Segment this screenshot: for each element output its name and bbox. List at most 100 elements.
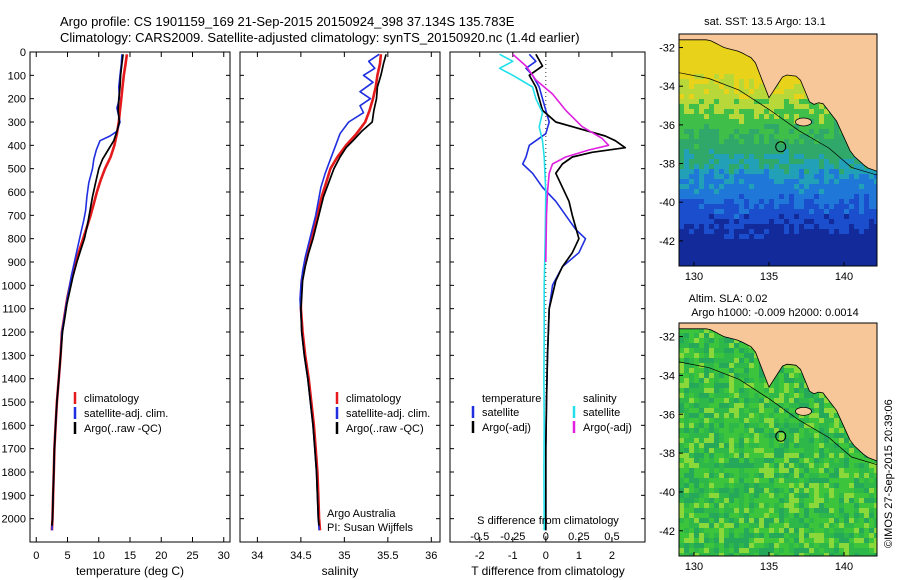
map-cell [749, 219, 755, 225]
map-cell [824, 428, 830, 434]
map-cell [714, 209, 720, 215]
map-cell [694, 418, 700, 424]
map-cell [779, 209, 785, 215]
map-cell [869, 553, 875, 556]
map-cell [769, 209, 775, 215]
map-cell [744, 244, 750, 250]
map-cell [739, 59, 745, 65]
map-cell [729, 219, 735, 225]
map-cell [829, 408, 835, 414]
map-cell [689, 64, 695, 70]
map-cell [709, 353, 715, 359]
map-cell [709, 458, 715, 464]
map-cell [734, 134, 740, 140]
map-cell [679, 259, 685, 265]
map-cell [709, 254, 715, 260]
map-cell [864, 478, 870, 484]
map-cell [759, 254, 765, 260]
map-cell [724, 388, 730, 394]
map-cell [694, 488, 700, 494]
map-cell [794, 553, 800, 556]
map-cell [689, 254, 695, 260]
map-cell [734, 184, 740, 190]
map-cell [749, 453, 755, 459]
map-cell [759, 134, 765, 140]
map-cell [704, 74, 710, 80]
map-cell [849, 244, 855, 250]
map-cell [849, 498, 855, 504]
map-cell [784, 254, 790, 260]
map-cell [729, 49, 735, 55]
map-cell [809, 498, 815, 504]
map-cell [699, 54, 705, 60]
map-cell [679, 199, 685, 205]
map-cell [809, 448, 815, 454]
map-cell [689, 503, 695, 509]
map-cell [679, 533, 685, 539]
map-cell [744, 254, 750, 260]
map-cell [724, 523, 730, 529]
map-cell [684, 124, 690, 130]
map-cell [719, 468, 725, 474]
map-cell [794, 403, 800, 409]
map-cell [714, 428, 720, 434]
map-cell [824, 543, 830, 549]
map-cell [869, 548, 875, 554]
map-cell [739, 483, 745, 489]
map-cell [704, 84, 710, 90]
map-cell [719, 134, 725, 140]
map-cell [714, 229, 720, 235]
map-cell [779, 408, 785, 414]
map-cell [709, 348, 715, 354]
map-cell [819, 443, 825, 449]
map-cell [759, 438, 765, 444]
map-cell [809, 199, 815, 205]
map-cell [839, 139, 845, 145]
map-cell [784, 513, 790, 519]
map-cell [784, 423, 790, 429]
map-cell [774, 134, 780, 140]
map-cell [689, 44, 695, 50]
map-cell [709, 234, 715, 240]
map-cell [694, 528, 700, 534]
map-cell [709, 423, 715, 429]
map-cell [759, 458, 765, 464]
map-cell [714, 234, 720, 240]
map-cell [794, 533, 800, 539]
map-cell [809, 154, 815, 160]
map-cell [839, 518, 845, 524]
map-cell [699, 149, 705, 155]
map-cell [864, 513, 870, 519]
map-cell [789, 408, 795, 414]
map-cell [799, 99, 805, 105]
map-cell [869, 229, 875, 235]
map-cell [809, 403, 815, 409]
map-cell [754, 373, 760, 379]
map-cell [784, 199, 790, 205]
map-cell [794, 89, 800, 95]
map-cell [839, 453, 845, 459]
map-cell [684, 388, 690, 394]
map-cell [729, 498, 735, 504]
map-cell [839, 154, 845, 160]
map-cell [724, 448, 730, 454]
map-cell [759, 119, 765, 125]
map-cell [714, 488, 720, 494]
map-cell [814, 543, 820, 549]
map-cell [784, 428, 790, 434]
island [795, 117, 812, 127]
map-cell [784, 154, 790, 160]
map-cell [779, 368, 785, 374]
map-cell [699, 129, 705, 135]
map-cell [869, 543, 875, 549]
map-cell [844, 488, 850, 494]
map-cell [859, 189, 865, 195]
map-cell [694, 54, 700, 60]
map-cell [854, 483, 860, 489]
map-cell [724, 453, 730, 459]
map-cell [809, 124, 815, 130]
map-cell [769, 448, 775, 454]
map-cell [714, 518, 720, 524]
map-cell [819, 478, 825, 484]
map-cell [839, 523, 845, 529]
